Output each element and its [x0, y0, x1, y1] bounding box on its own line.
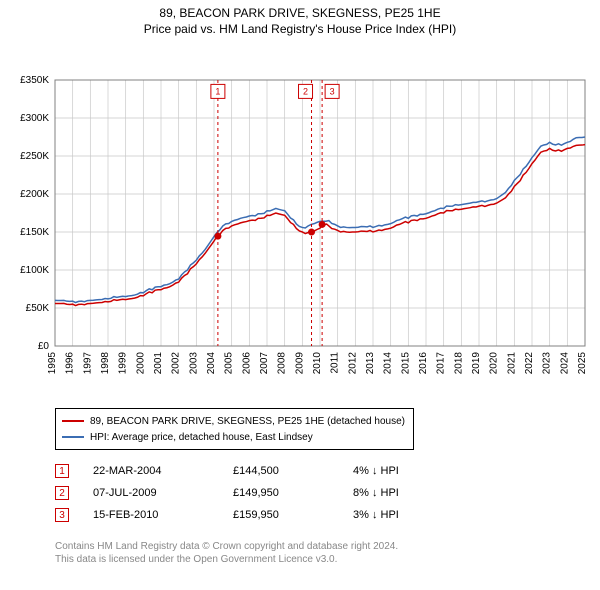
legend-label: HPI: Average price, detached house, East…	[90, 432, 313, 443]
x-tick-label: 2021	[506, 352, 517, 375]
x-tick-label: 2001	[153, 352, 164, 375]
line-chart-svg: £0 £50K £100K £150K £200K £250K £300K £350K 1995…	[0, 36, 600, 396]
tx-row-badge: 1	[55, 464, 69, 478]
tx-date: 22-MAR-2004	[93, 465, 233, 477]
x-tick-label: 2004	[206, 352, 217, 375]
table-row: 1 22-MAR-2004£144,5004% ↓ HPI	[55, 460, 473, 482]
x-tick-label: 2012	[347, 352, 358, 375]
x-tick-label: 1997	[82, 352, 93, 375]
tx-date: 07-JUL-2009	[93, 487, 233, 499]
tx-date: 15-FEB-2010	[93, 509, 233, 521]
title-subtitle: Price paid vs. HM Land Registry's House …	[0, 22, 600, 36]
y-tick-label: £350K	[20, 75, 49, 86]
y-tick-label: £100K	[20, 265, 49, 276]
chart-title: 89, BEACON PARK DRIVE, SKEGNESS, PE25 1H…	[0, 0, 600, 36]
tx-marker-id: 2	[303, 86, 308, 96]
x-tick-label: 2024	[559, 352, 570, 375]
x-tick-label: 2015	[400, 352, 411, 375]
x-tick-label: 2016	[418, 352, 429, 375]
tx-marker-id: 1	[215, 86, 220, 96]
x-tick-label: 2018	[453, 352, 464, 375]
legend: 89, BEACON PARK DRIVE, SKEGNESS, PE25 1H…	[55, 408, 414, 450]
x-tick-label: 1998	[100, 352, 111, 375]
chart-area: £0 £50K £100K £150K £200K £250K £300K £350K 1995…	[0, 36, 600, 396]
tx-marker-id: 3	[330, 86, 335, 96]
title-address: 89, BEACON PARK DRIVE, SKEGNESS, PE25 1H…	[0, 6, 600, 20]
x-tick-label: 2003	[188, 352, 199, 375]
y-tick-label: £200K	[20, 189, 49, 200]
legend-row: 89, BEACON PARK DRIVE, SKEGNESS, PE25 1H…	[62, 413, 405, 429]
footer-line1: Contains HM Land Registry data © Crown c…	[55, 540, 398, 553]
tx-row-badge: 2	[55, 486, 69, 500]
x-tick-label: 1995	[47, 352, 58, 375]
x-tick-label: 2025	[577, 352, 588, 375]
tx-diff: 8% ↓ HPI	[353, 487, 473, 499]
x-tick-label: 2017	[436, 352, 447, 375]
tx-price: £159,950	[233, 509, 353, 521]
x-tick-label: 2023	[542, 352, 553, 375]
y-tick-label: £0	[38, 341, 50, 352]
x-tick-label: 2014	[383, 352, 394, 375]
x-tick-label: 2009	[294, 352, 305, 375]
y-tick-label: £250K	[20, 151, 49, 162]
legend-label: 89, BEACON PARK DRIVE, SKEGNESS, PE25 1H…	[90, 416, 405, 427]
legend-row: HPI: Average price, detached house, East…	[62, 429, 405, 445]
x-tick-label: 2010	[312, 352, 323, 375]
x-tick-label: 2000	[135, 352, 146, 375]
x-tick-label: 1996	[65, 352, 76, 375]
x-tick-label: 2008	[277, 352, 288, 375]
x-tick-label: 2006	[241, 352, 252, 375]
tx-price: £144,500	[233, 465, 353, 477]
x-tick-label: 2005	[224, 352, 235, 375]
transactions-table: 1 22-MAR-2004£144,5004% ↓ HPI 2 07-JUL-2009…	[55, 460, 473, 526]
x-tick-label: 2007	[259, 352, 270, 375]
tx-marker-dot	[308, 229, 315, 236]
table-row: 2 07-JUL-2009£149,9508% ↓ HPI	[55, 482, 473, 504]
x-tick-label: 2022	[524, 352, 535, 375]
tx-diff: 3% ↓ HPI	[353, 509, 473, 521]
x-tick-label: 2019	[471, 352, 482, 375]
x-tick-label: 2011	[330, 352, 341, 374]
y-tick-label: £300K	[20, 113, 49, 124]
footer-line2: This data is licensed under the Open Gov…	[55, 553, 398, 566]
x-tick-label: 2002	[171, 352, 182, 375]
tx-marker-dot	[214, 233, 221, 240]
legend-swatch	[62, 420, 84, 422]
y-tick-label: £150K	[20, 227, 49, 238]
footer-attribution: Contains HM Land Registry data © Crown c…	[55, 540, 398, 566]
x-tick-label: 1999	[118, 352, 129, 375]
tx-marker-dot	[319, 221, 326, 228]
x-tick-label: 2013	[365, 352, 376, 375]
x-tick-label: 2020	[489, 352, 500, 375]
y-tick-label: £50K	[26, 303, 50, 314]
tx-row-badge: 3	[55, 508, 69, 522]
tx-diff: 4% ↓ HPI	[353, 465, 473, 477]
legend-swatch	[62, 436, 84, 438]
table-row: 3 15-FEB-2010£159,9503% ↓ HPI	[55, 504, 473, 526]
tx-price: £149,950	[233, 487, 353, 499]
